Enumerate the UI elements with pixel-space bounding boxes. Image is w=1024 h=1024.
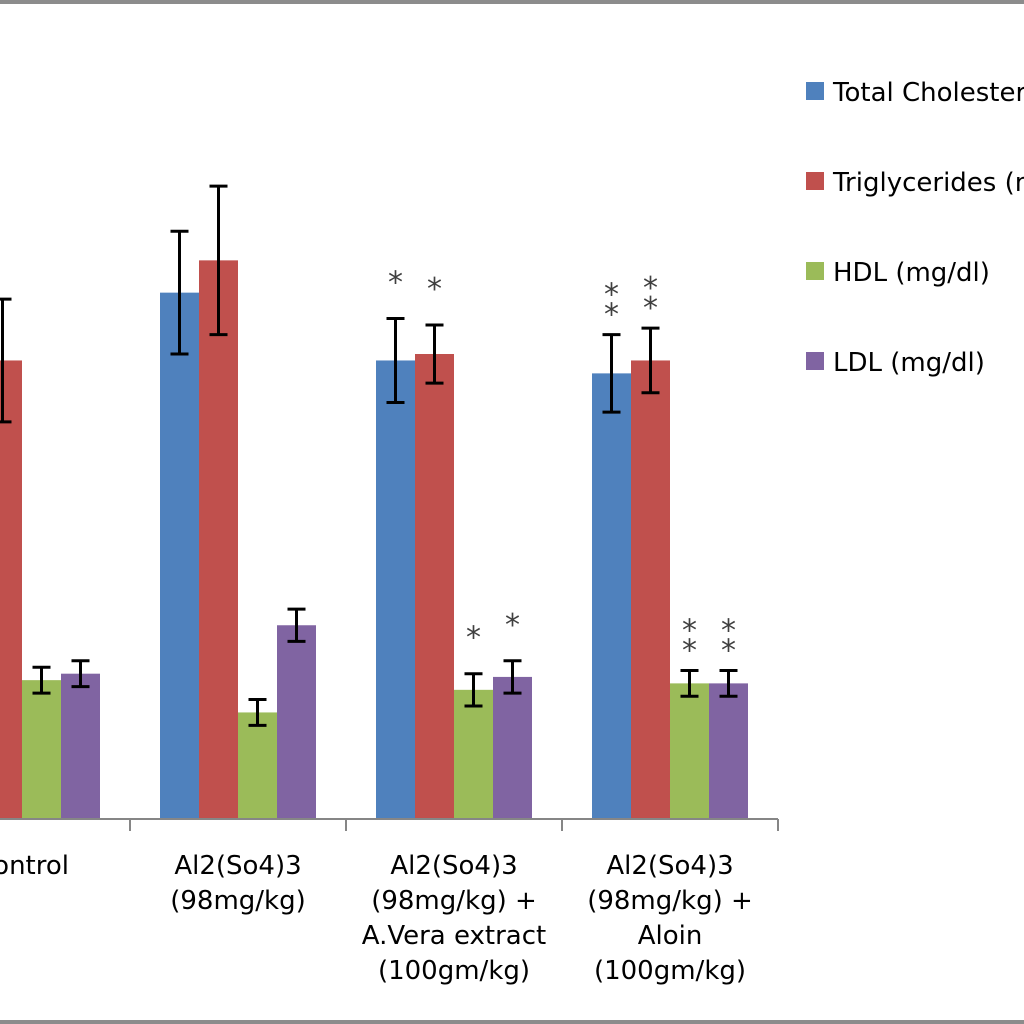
legend-swatch-3 [806,352,824,370]
category-label-line: Control [0,851,69,881]
category-label-line: Al2(So4)3 [174,851,301,881]
significance-marker: * * [604,278,619,333]
bar-2-0 [22,680,61,819]
category-label: Al2(So4)3 (98mg/kg) + A.Vera extract (100gm… [362,851,546,986]
significance-marker: * * [682,613,697,668]
legend-label-0: Total Cholesterol (mg/dl) [832,78,1024,108]
significance-marker: * * [643,271,658,326]
legend-swatch-2 [806,262,824,280]
category-label-line: Aloin [638,921,703,951]
bar-2-3 [670,683,709,819]
bar-0-2 [376,360,415,819]
significance-marker: * [427,272,442,307]
bar-1-2 [415,354,454,819]
significance-marker: * [466,621,481,656]
significance-markers: * ** ** ** ** ** * [388,265,736,668]
legend: Total Cholesterol (mg/dl) Triglycerides (… [806,78,1024,378]
category-label-line: Al2(So4)3 [390,851,517,881]
bar-3-3 [709,683,748,819]
legend-label-2: HDL (mg/dl) [833,258,990,288]
bar-1-1 [199,260,238,820]
category-label-line: Al2(So4)3 [606,851,733,881]
significance-marker: * * [721,613,736,668]
x-axis [0,818,779,831]
significance-star: * [682,613,697,648]
category-label-line: A.Vera extract [362,921,546,951]
error-bars-layer [0,184,738,727]
significance-star: * [643,271,658,306]
category-label: Control [0,851,69,881]
category-label: Al2(So4)3 (98mg/kg) + Aloin (100gm/kg) [587,851,753,986]
category-label-line: (100gm/kg) [378,956,530,986]
significance-star: * [721,633,736,668]
legend-label-1: Triglycerides (mg/dl) [832,168,1024,198]
bar-chart: Control Al2(So4)3 (98mg/kg) Al2(So4)3 (98mg/… [0,78,1024,986]
category-labels: Control Al2(So4)3 (98mg/kg) Al2(So4)3 (98mg/… [0,851,753,986]
significance-marker: * [505,608,520,643]
legend-label-3: LDL (mg/dl) [833,348,985,378]
category-label-line: (100gm/kg) [594,956,746,986]
bar-2-1 [238,712,277,819]
bar-3-2 [493,676,532,819]
bar-3-0 [61,673,100,819]
significance-star: * [604,278,619,313]
legend-swatch-1 [806,172,824,190]
bars-layer [0,260,748,820]
bar-3-1 [277,625,316,819]
significance-star: * [604,298,619,333]
category-label: Al2(So4)3 (98mg/kg) [170,851,306,916]
significance-star: * [682,633,697,668]
category-label-line: (98mg/kg) + [371,886,537,916]
bar-1-0 [0,360,22,819]
significance-star: * [643,291,658,326]
significance-marker: * [388,265,403,300]
significance-star: * [721,613,736,648]
bar-0-1 [160,292,199,819]
category-label-line: (98mg/kg) + [587,886,753,916]
legend-swatch-0 [806,82,824,100]
bar-0-3 [592,373,631,819]
bar-1-3 [631,360,670,819]
bar-2-2 [454,689,493,819]
category-label-line: (98mg/kg) [170,886,306,916]
